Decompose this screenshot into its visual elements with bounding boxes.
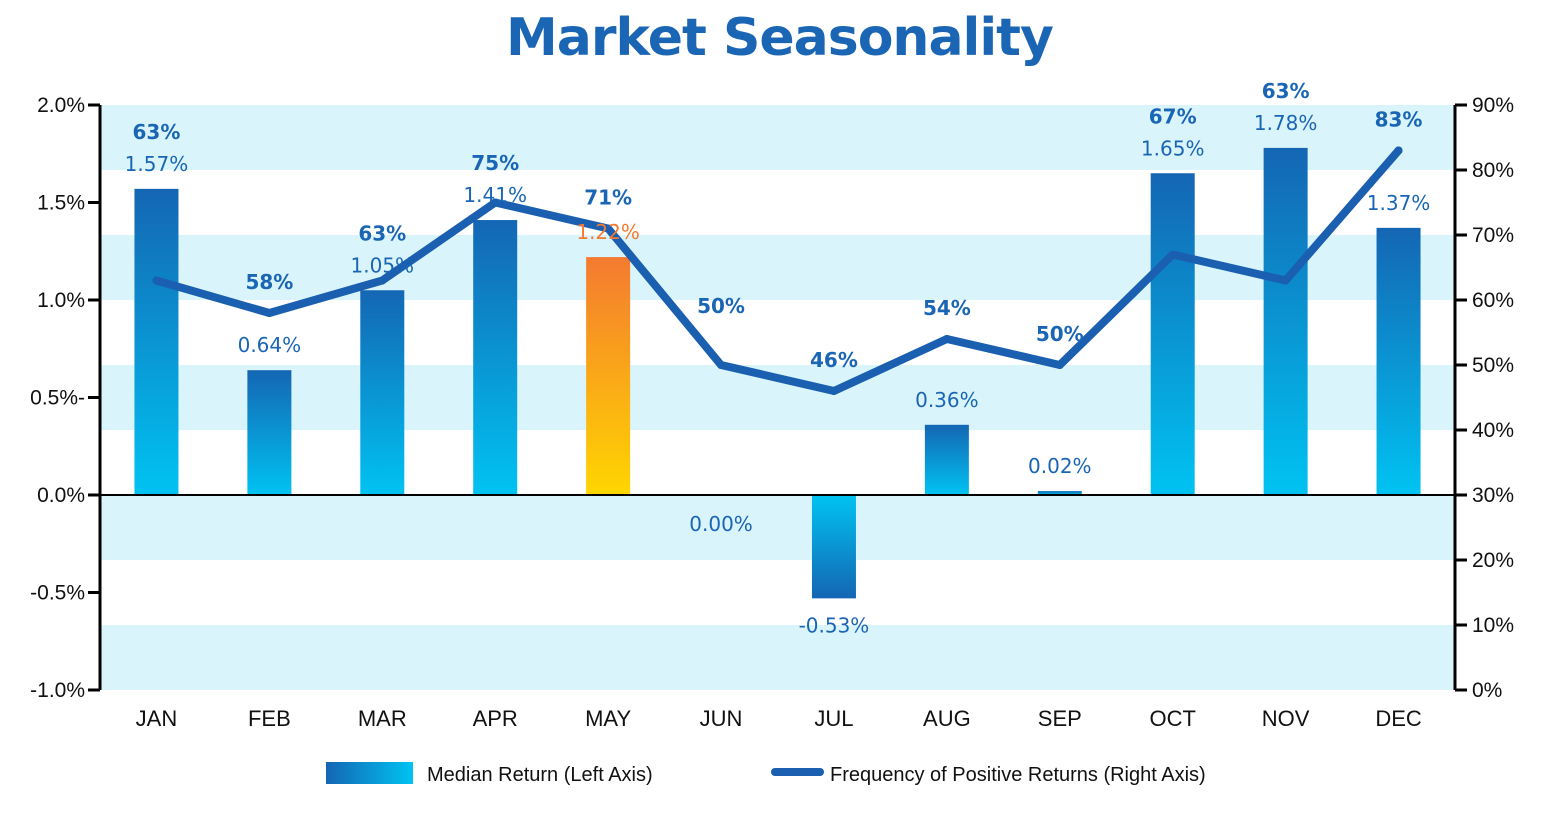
left-tick-label: -1.0% bbox=[30, 679, 85, 702]
data-labels: 1.57% 63% 0.64% 58% 1.05% 63% 1.41% 75% 1.22% 71%… bbox=[125, 79, 1431, 637]
frequency-line bbox=[152, 146, 1403, 395]
value-label-jun: 0.00% bbox=[689, 512, 753, 536]
category-label-oct: OCT bbox=[1149, 706, 1195, 731]
bar-jul bbox=[811, 495, 856, 599]
legend-label-median-return: Median Return (Left Axis) bbox=[427, 764, 653, 786]
right-tick-label: 90% bbox=[1472, 94, 1514, 117]
category-label-may: MAY bbox=[585, 706, 631, 731]
frequency-label-apr: 75% bbox=[471, 151, 519, 175]
median-return-bars bbox=[134, 147, 1421, 599]
right-tick-label: 50% bbox=[1472, 354, 1514, 377]
right-tick-label: 20% bbox=[1472, 549, 1514, 572]
left-tick-label: 1.5% bbox=[37, 192, 85, 215]
frequency-label-jan: 63% bbox=[133, 120, 181, 144]
frequency-label-dec: 83% bbox=[1375, 108, 1423, 132]
frequency-point-mar bbox=[378, 276, 387, 285]
value-label-oct: 1.65% bbox=[1141, 136, 1205, 160]
frequency-point-jun bbox=[717, 361, 726, 369]
value-label-aug: 0.36% bbox=[915, 388, 979, 412]
frequency-label-aug: 54% bbox=[923, 296, 971, 320]
frequency-label-may: 71% bbox=[584, 186, 632, 210]
category-label-apr: APR bbox=[473, 706, 518, 731]
value-label-may: 1.22% bbox=[576, 220, 640, 244]
left-tick-label: 0.5%- bbox=[30, 387, 85, 410]
value-label-jul: -0.53% bbox=[799, 613, 870, 637]
background-band bbox=[100, 105, 1455, 170]
bar-sep bbox=[1037, 491, 1082, 495]
left-tick-label: -0.5% bbox=[30, 582, 85, 605]
bar-apr bbox=[473, 220, 518, 496]
category-label-jan: JAN bbox=[136, 706, 178, 731]
value-label-sep: 0.02% bbox=[1028, 454, 1092, 478]
category-label-aug: AUG bbox=[923, 706, 971, 731]
legend: Median Return (Left Axis) Frequency of P… bbox=[326, 762, 1206, 786]
bar-mar bbox=[360, 290, 405, 495]
frequency-point-apr bbox=[491, 198, 500, 207]
chart-title: Market Seasonality bbox=[506, 8, 1054, 68]
frequency-line-path bbox=[152, 146, 1403, 395]
bar-aug bbox=[924, 424, 969, 495]
frequency-label-nov: 63% bbox=[1262, 79, 1310, 103]
right-tick-label: 80% bbox=[1472, 159, 1514, 182]
value-label-jan: 1.57% bbox=[125, 152, 189, 176]
frequency-label-jun: 50% bbox=[697, 294, 745, 318]
category-label-dec: DEC bbox=[1375, 706, 1422, 731]
bar-jan bbox=[134, 188, 179, 495]
left-tick-label: 2.0% bbox=[37, 94, 85, 117]
frequency-point-jan bbox=[152, 276, 161, 285]
bar-feb bbox=[247, 370, 292, 495]
frequency-label-sep: 50% bbox=[1036, 322, 1084, 346]
legend-swatch-median-return bbox=[326, 762, 413, 784]
value-label-nov: 1.78% bbox=[1254, 111, 1318, 135]
background-bands bbox=[100, 105, 1455, 690]
value-label-apr: 1.41% bbox=[463, 183, 527, 207]
frequency-point-may bbox=[604, 224, 613, 233]
value-label-mar: 1.05% bbox=[351, 253, 415, 277]
bar-oct bbox=[1150, 173, 1195, 495]
background-band bbox=[100, 625, 1455, 690]
frequency-label-mar: 63% bbox=[358, 221, 406, 245]
value-label-dec: 1.37% bbox=[1367, 191, 1431, 215]
frequency-point-dec bbox=[1394, 146, 1403, 155]
value-label-feb: 0.64% bbox=[238, 333, 302, 357]
background-band bbox=[100, 235, 1455, 300]
frequency-point-nov bbox=[1281, 276, 1290, 285]
left-tick-label: 1.0% bbox=[37, 289, 85, 312]
frequency-point-sep bbox=[1055, 361, 1064, 369]
right-tick-label: 60% bbox=[1472, 289, 1514, 312]
left-tick-label: 0.0% bbox=[37, 484, 85, 507]
category-label-sep: SEP bbox=[1038, 706, 1082, 731]
bar-nov bbox=[1263, 147, 1308, 495]
legend-label-frequency: Frequency of Positive Returns (Right Axi… bbox=[830, 764, 1206, 786]
category-label-jun: JUN bbox=[700, 706, 743, 731]
category-label-mar: MAR bbox=[358, 706, 407, 731]
frequency-label-jul: 46% bbox=[810, 348, 858, 372]
frequency-point-jul bbox=[829, 387, 838, 395]
bar-may bbox=[586, 257, 631, 495]
axes: -1.0% -0.5% 0.0% 0.5%- 1.0% 1.5% 2.0% 0% 10% 20% 3… bbox=[30, 94, 1514, 731]
background-band bbox=[100, 495, 1455, 560]
right-tick-label: 30% bbox=[1472, 484, 1514, 507]
bar-dec bbox=[1376, 227, 1421, 495]
frequency-point-aug bbox=[942, 335, 951, 343]
frequency-label-oct: 67% bbox=[1149, 104, 1197, 128]
right-tick-label: 40% bbox=[1472, 419, 1514, 442]
frequency-point-feb bbox=[265, 309, 274, 317]
frequency-point-oct bbox=[1168, 250, 1177, 259]
right-tick-label: 10% bbox=[1472, 614, 1514, 637]
category-label-jul: JUL bbox=[814, 706, 853, 731]
right-tick-label: 0% bbox=[1472, 679, 1502, 702]
category-label-feb: FEB bbox=[248, 706, 291, 731]
frequency-label-feb: 58% bbox=[245, 270, 293, 294]
right-tick-label: 70% bbox=[1472, 224, 1514, 247]
category-label-nov: NOV bbox=[1262, 706, 1310, 731]
